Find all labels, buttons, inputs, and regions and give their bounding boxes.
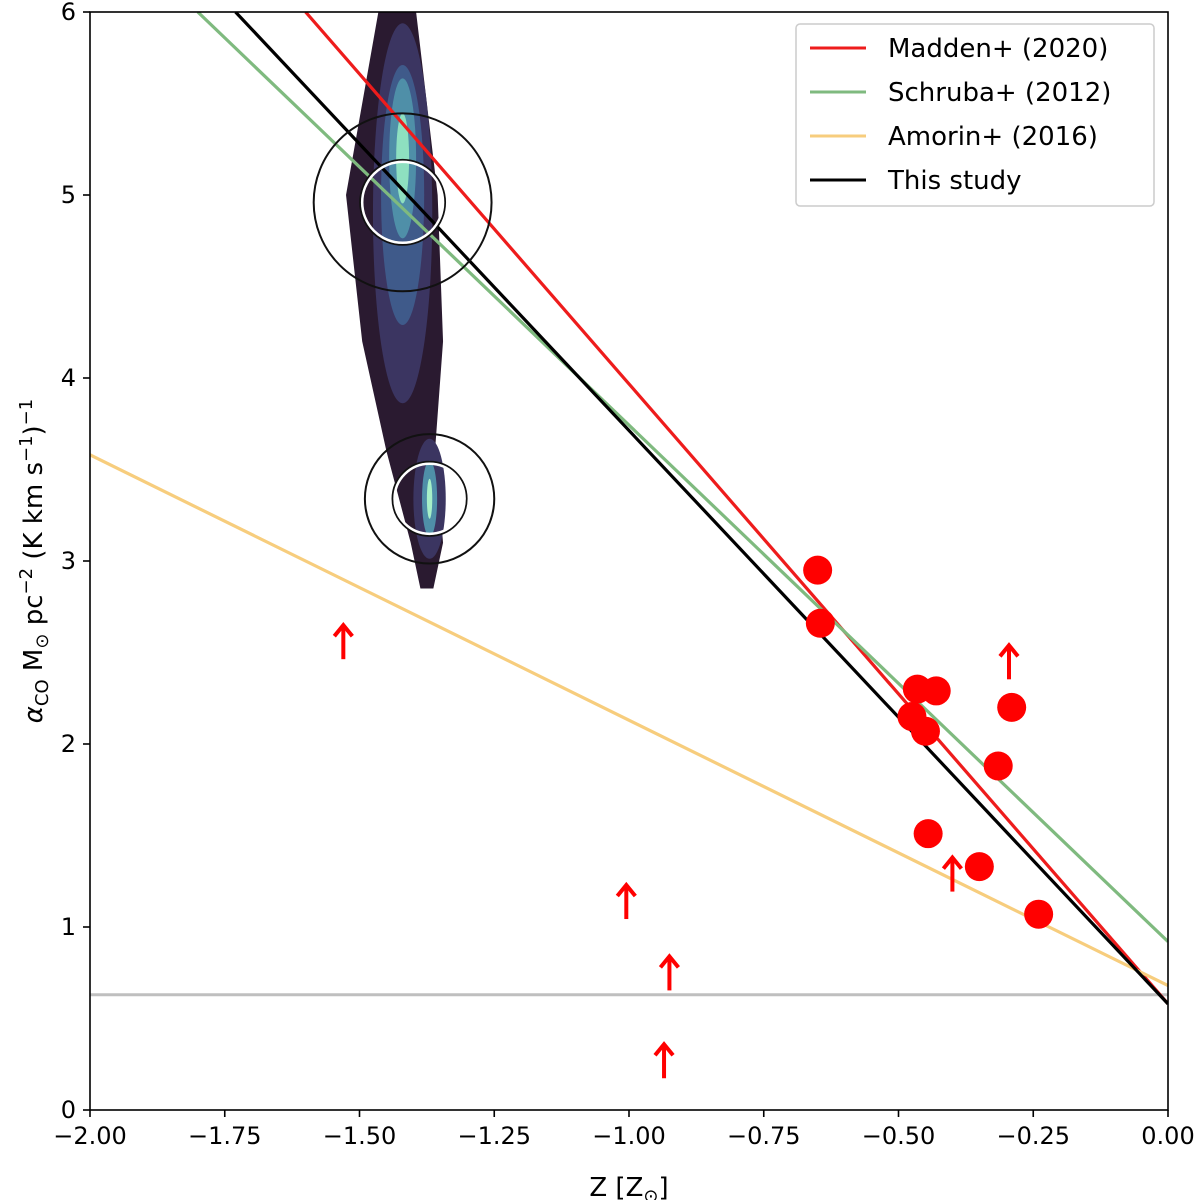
density-peak <box>426 478 433 519</box>
legend-label-schruba: Schruba+ (2012) <box>888 78 1111 108</box>
outer-circle <box>363 433 496 565</box>
y-tick-label: 2 <box>61 730 76 758</box>
data-point <box>805 608 835 638</box>
legend-box <box>795 23 1155 207</box>
x-tick-label: −0.50 <box>862 1122 936 1150</box>
legend-label-madden: Madden+ (2020) <box>888 34 1108 64</box>
data-point <box>921 676 951 706</box>
data-point <box>803 555 833 585</box>
data-point <box>964 852 994 882</box>
y-axis-label: αCO M⊙ pc−2 (K km s−1)−1 <box>16 399 53 723</box>
confidence-circles <box>312 112 496 565</box>
lower-limit-arrows <box>332 622 1020 1079</box>
arrow-head <box>653 1041 675 1057</box>
y-tick-label: 5 <box>61 181 76 209</box>
data-point <box>1024 899 1054 929</box>
density-contour <box>346 12 446 589</box>
amorin-line <box>90 453 1168 987</box>
inner-circle-dark <box>391 460 468 537</box>
density-peak <box>396 113 410 204</box>
data-points <box>803 555 1054 929</box>
outer-circle <box>312 112 493 293</box>
arrow-head <box>332 622 354 638</box>
arrow-head <box>615 881 637 898</box>
x-axis-ticks: −2.00 −1.75 −1.50 −1.25 −1.00 −0.75 −0.50 −0.25… <box>53 1110 1195 1150</box>
y-tick-label: 4 <box>61 364 76 392</box>
lower-limit-arrow <box>653 1041 675 1079</box>
madden-line <box>304 12 1168 1005</box>
lower-limit-arrow <box>332 622 354 660</box>
x-tick-label: −2.00 <box>53 1122 127 1150</box>
arrow-head <box>998 642 1020 658</box>
y-tick-label: 6 <box>61 0 76 26</box>
y-axis-ticks: 0 1 2 3 4 5 6 <box>61 0 90 1124</box>
x-tick-label: −1.50 <box>323 1122 397 1150</box>
this-study-line <box>234 12 1168 1005</box>
arrow-head <box>658 953 680 969</box>
data-point <box>997 692 1027 722</box>
lower-limit-arrow <box>941 854 963 892</box>
legend-label-amorin: Amorin+ (2016) <box>888 122 1098 152</box>
legend-label-this-study: This study <box>887 166 1022 196</box>
schruba-line <box>196 12 1168 943</box>
x-axis-label: Z [Z⊙] <box>589 1173 668 1200</box>
x-tick-label: −0.75 <box>727 1122 801 1150</box>
x-tick-label: −1.25 <box>457 1122 531 1150</box>
x-tick-label: −1.00 <box>592 1122 666 1150</box>
y-tick-label: 1 <box>61 913 76 941</box>
fit-lines <box>90 12 1168 1005</box>
lower-limit-arrow <box>658 953 680 991</box>
x-tick-label: −1.75 <box>188 1122 262 1150</box>
y-tick-label: 3 <box>61 547 76 575</box>
x-tick-label: −0.25 <box>996 1122 1070 1150</box>
arrow-head <box>941 854 963 870</box>
data-point <box>983 751 1013 781</box>
inner-circle <box>393 462 466 536</box>
data-point <box>910 716 940 746</box>
y-tick-label: 0 <box>61 1096 76 1124</box>
lower-limit-arrow <box>615 881 637 920</box>
inner-circle-dark <box>359 158 447 246</box>
inner-circle <box>360 160 445 244</box>
data-point <box>913 819 943 849</box>
lower-limit-arrow <box>998 642 1020 680</box>
x-tick-label: 0.00 <box>1141 1122 1194 1150</box>
legend: Madden+ (2020) Schruba+ (2012) Amorin+ (… <box>795 23 1155 207</box>
